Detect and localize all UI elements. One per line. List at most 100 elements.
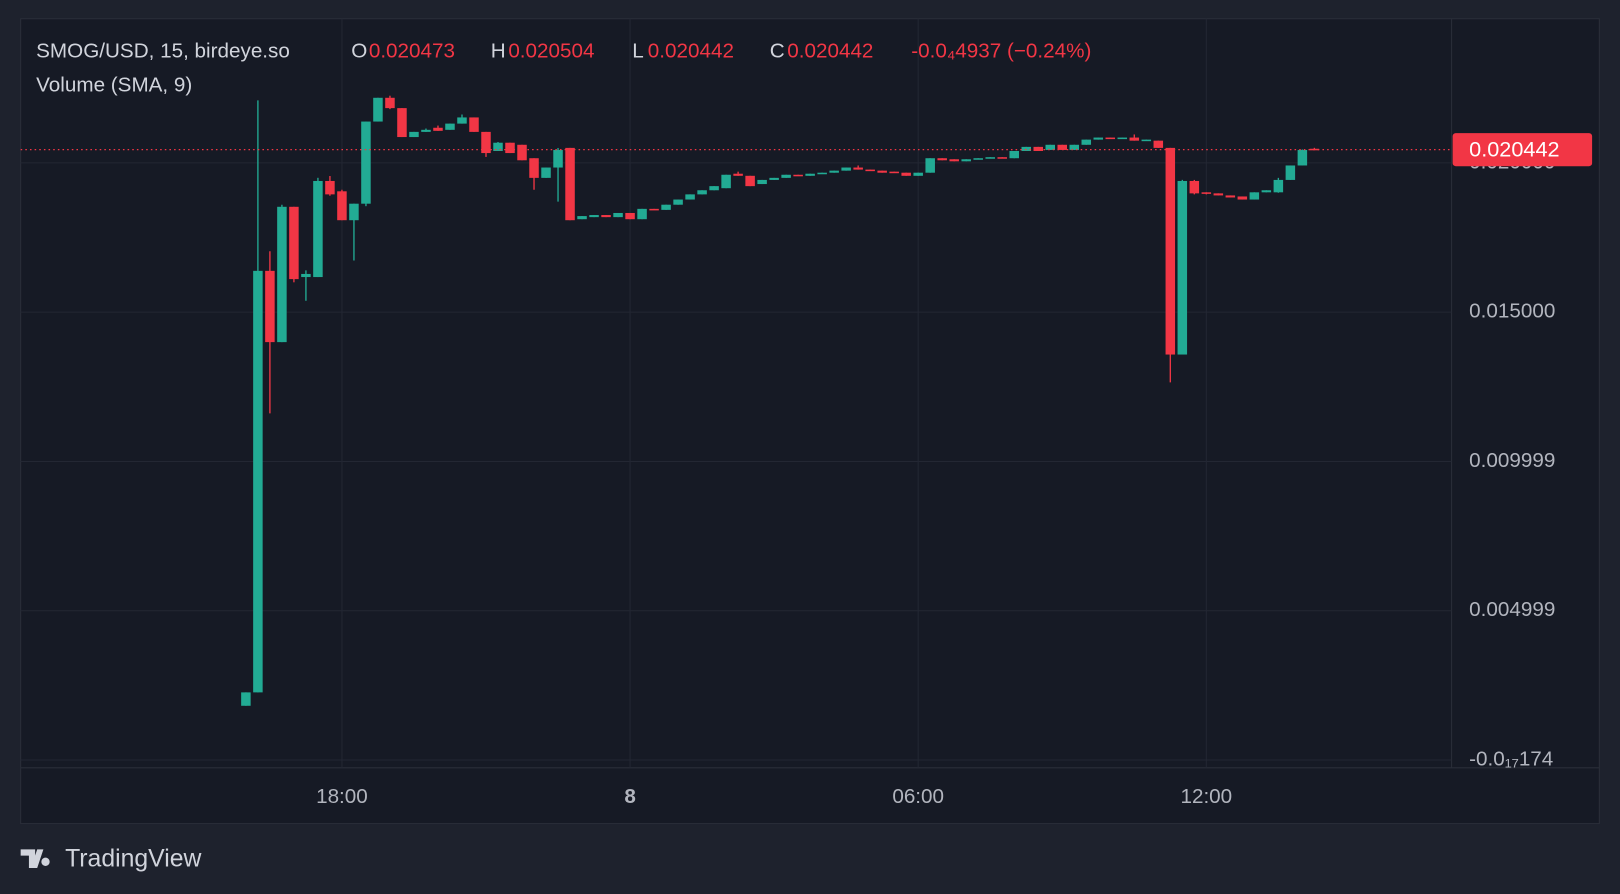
chart-title: SMOG/USD, 15, birdeye.so — [36, 39, 290, 62]
candle-body — [805, 173, 815, 176]
candle-body — [1225, 195, 1236, 198]
x-tick-label: 06:00 — [892, 785, 944, 808]
candle-body — [1297, 149, 1308, 166]
ohlc-label: L — [632, 39, 644, 62]
candle-body — [721, 174, 731, 189]
indicator-label: Volume (SMA, 9) — [36, 73, 192, 96]
candle-body — [697, 190, 707, 195]
candle-body — [253, 270, 263, 693]
candle-body — [577, 216, 587, 220]
candle-body — [1201, 192, 1212, 194]
candle-body — [1081, 139, 1092, 145]
candle-body — [601, 215, 611, 218]
y-tick-label: 0.015000 — [1469, 300, 1555, 323]
candle-body — [901, 172, 911, 176]
candle-body — [1261, 190, 1272, 193]
candle-body — [349, 203, 359, 221]
logo: TradingView — [20, 845, 202, 872]
candle-body — [1237, 196, 1248, 200]
candle-body — [541, 167, 551, 178]
y-tick-label: -0.0₁₇174 — [1469, 747, 1553, 770]
candle-body — [973, 158, 983, 160]
candle-body — [325, 180, 335, 195]
candle-body — [241, 692, 251, 706]
candle-body — [265, 270, 275, 343]
candle-body — [481, 131, 491, 154]
candle-body — [1165, 147, 1176, 355]
ohlc-label: C — [770, 39, 785, 62]
candle-body — [769, 177, 779, 180]
candle-body — [1057, 144, 1068, 150]
candle-body — [925, 158, 935, 173]
candle-body — [1153, 140, 1164, 148]
candle-body — [781, 174, 791, 178]
candle-body — [1117, 137, 1128, 140]
candle-body — [913, 172, 923, 176]
candle-body — [853, 167, 863, 170]
ohlc-value: 0.020504 — [508, 39, 594, 62]
candle-body — [757, 179, 767, 185]
logo-icon — [20, 849, 50, 869]
candle-body — [385, 97, 395, 109]
candle-body — [337, 191, 347, 221]
candle-body — [493, 142, 503, 151]
ohlc-value: 0.020473 — [369, 39, 455, 62]
brand: TradingView — [65, 845, 201, 872]
candle-body — [553, 149, 563, 168]
candle-body — [793, 174, 803, 177]
candle-body — [373, 97, 383, 122]
candle-body — [877, 170, 887, 173]
candle-body — [529, 158, 539, 178]
candle-body — [469, 117, 479, 132]
chart-frame — [20, 18, 1600, 825]
candle-body — [409, 131, 419, 138]
candle-body — [289, 206, 299, 280]
candle-body — [1189, 180, 1200, 194]
candle-body — [397, 108, 407, 138]
candle-body — [1021, 146, 1031, 151]
candle-body — [1141, 139, 1152, 142]
candle-body — [277, 206, 287, 343]
candle-body — [745, 175, 755, 187]
x-tick-label: 12:00 — [1180, 785, 1232, 808]
candle-body — [961, 159, 971, 162]
ohlc-value: 0.020442 — [787, 39, 873, 62]
candle-body — [589, 215, 599, 218]
candle-body — [817, 172, 827, 175]
candle-body — [565, 147, 575, 221]
candle-body — [433, 127, 443, 131]
last-price-label: 0.020442 — [1469, 136, 1559, 161]
candle-body — [1213, 193, 1224, 196]
candle-body — [937, 158, 947, 161]
candle-body — [1177, 180, 1188, 355]
candle-body — [505, 142, 515, 154]
candle-body — [889, 171, 899, 174]
candle-body — [457, 117, 467, 124]
candle-body — [517, 144, 527, 161]
candle-body — [865, 169, 875, 172]
candle-body — [1033, 146, 1043, 151]
candle-body — [685, 194, 695, 200]
y-tick-label: 0.004999 — [1469, 598, 1555, 621]
candle-body — [301, 273, 311, 278]
candle-body — [637, 208, 647, 220]
candle-body — [1093, 137, 1104, 140]
y-tick-label: 0.009999 — [1469, 449, 1555, 472]
candle-body — [445, 123, 455, 130]
candle-body — [1285, 165, 1296, 180]
ohlc-label: H — [491, 39, 506, 62]
candle-body — [361, 121, 371, 204]
candle-body — [421, 129, 431, 132]
candle-body — [1129, 137, 1140, 141]
candle-body — [1249, 192, 1260, 200]
candles — [241, 95, 1320, 706]
candle-body — [709, 186, 719, 191]
candle-body — [673, 199, 683, 205]
candle-body — [1273, 179, 1284, 193]
candle-body — [829, 170, 839, 173]
candle-body — [733, 173, 743, 176]
change-value: -0.0₄4937 (−0.24%) — [911, 39, 1091, 62]
candle-body — [625, 212, 635, 220]
candle-body — [949, 159, 959, 162]
